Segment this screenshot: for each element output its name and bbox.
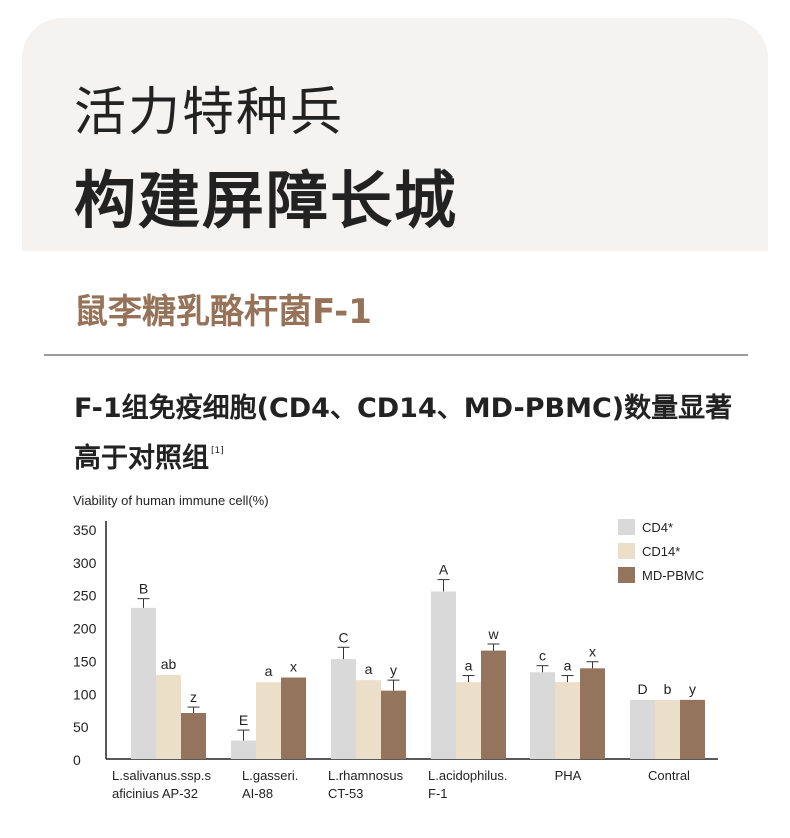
x-category-label: F-1 — [428, 786, 448, 801]
significance-label: y — [689, 681, 696, 697]
bar — [181, 713, 206, 759]
x-category-label: Contral — [648, 768, 690, 783]
bar — [555, 682, 580, 759]
significance-label: D — [637, 681, 647, 697]
y-tick-label: 350 — [73, 522, 97, 538]
significance-label: a — [564, 658, 572, 674]
significance-label: b — [664, 681, 672, 697]
immune-cell-bar-chart: Viability of human immune cell(%) 0 50 100 1… — [73, 493, 718, 801]
bar — [580, 668, 605, 759]
y-tick-label: 100 — [73, 686, 97, 702]
bar — [530, 672, 555, 759]
y-tick-label: 250 — [73, 588, 97, 604]
significance-label: E — [239, 712, 248, 728]
y-tick-label: 200 — [73, 621, 97, 637]
significance-label: C — [338, 629, 348, 645]
bar — [256, 682, 281, 759]
hero-banner: 活力特种兵 构建屏障长城 — [22, 18, 768, 251]
y-tick-label: 50 — [73, 719, 89, 735]
bar — [655, 699, 680, 759]
bar — [381, 690, 406, 759]
reference-mark: [1] — [211, 446, 224, 456]
headline-line-2: 构建屏障长城 — [74, 164, 459, 237]
bar — [281, 677, 306, 759]
significance-label: c — [539, 648, 546, 664]
significance-label: x — [290, 659, 297, 675]
significance-label: x — [589, 644, 596, 660]
bar — [131, 607, 156, 759]
bar — [481, 650, 506, 759]
claim-heading: F-1组免疫细胞(CD4、CD14、MD-PBMC)数量显著高于对照组 [1] — [74, 388, 734, 480]
significance-label: z — [190, 689, 197, 705]
x-category-label: L.salivanus.ssp.s — [112, 768, 211, 783]
significance-label: a — [365, 661, 373, 677]
legend-label: CD14* — [642, 544, 680, 559]
x-category-label: L.acidophilus. — [428, 768, 508, 783]
bar — [231, 740, 256, 759]
bar — [680, 699, 705, 759]
significance-label: w — [487, 626, 499, 642]
significance-label: B — [139, 581, 148, 597]
bar — [630, 699, 655, 759]
significance-label: a — [465, 658, 473, 674]
legend-label: CD4* — [642, 520, 673, 535]
y-tick-label: 150 — [73, 653, 97, 669]
product-name: 鼠李糖乳酪杆菌F-1 — [74, 292, 372, 332]
significance-label: ab — [161, 656, 177, 672]
x-category-label: AI-88 — [242, 786, 273, 801]
legend-label: MD-PBMC — [642, 568, 704, 583]
y-axis-label: Viability of human immune cell(%) — [73, 493, 269, 508]
headline-line-1: 活力特种兵 — [74, 83, 345, 143]
y-tick-label: 300 — [73, 555, 97, 571]
y-tick-label: 0 — [73, 752, 81, 768]
significance-label: a — [265, 663, 273, 679]
legend-swatch — [618, 567, 635, 583]
bar — [331, 659, 356, 759]
divider — [44, 354, 748, 356]
x-category-label: L.rhamnosus — [328, 768, 404, 783]
x-category-label: CT-53 — [328, 786, 363, 801]
legend-swatch — [618, 543, 635, 559]
significance-label: y — [390, 662, 397, 678]
bar — [456, 682, 481, 759]
bar — [431, 591, 456, 759]
x-category-label: aficinius AP-32 — [112, 786, 198, 801]
bar — [356, 680, 381, 759]
claim-text: F-1组免疫细胞(CD4、CD14、MD-PBMC)数量显著高于对照组 — [74, 393, 733, 474]
x-category-label: PHA — [555, 768, 582, 783]
x-category-label: L.gasseri. — [242, 768, 298, 783]
legend-swatch — [618, 519, 635, 535]
significance-label: A — [439, 562, 449, 578]
bar — [156, 674, 181, 759]
